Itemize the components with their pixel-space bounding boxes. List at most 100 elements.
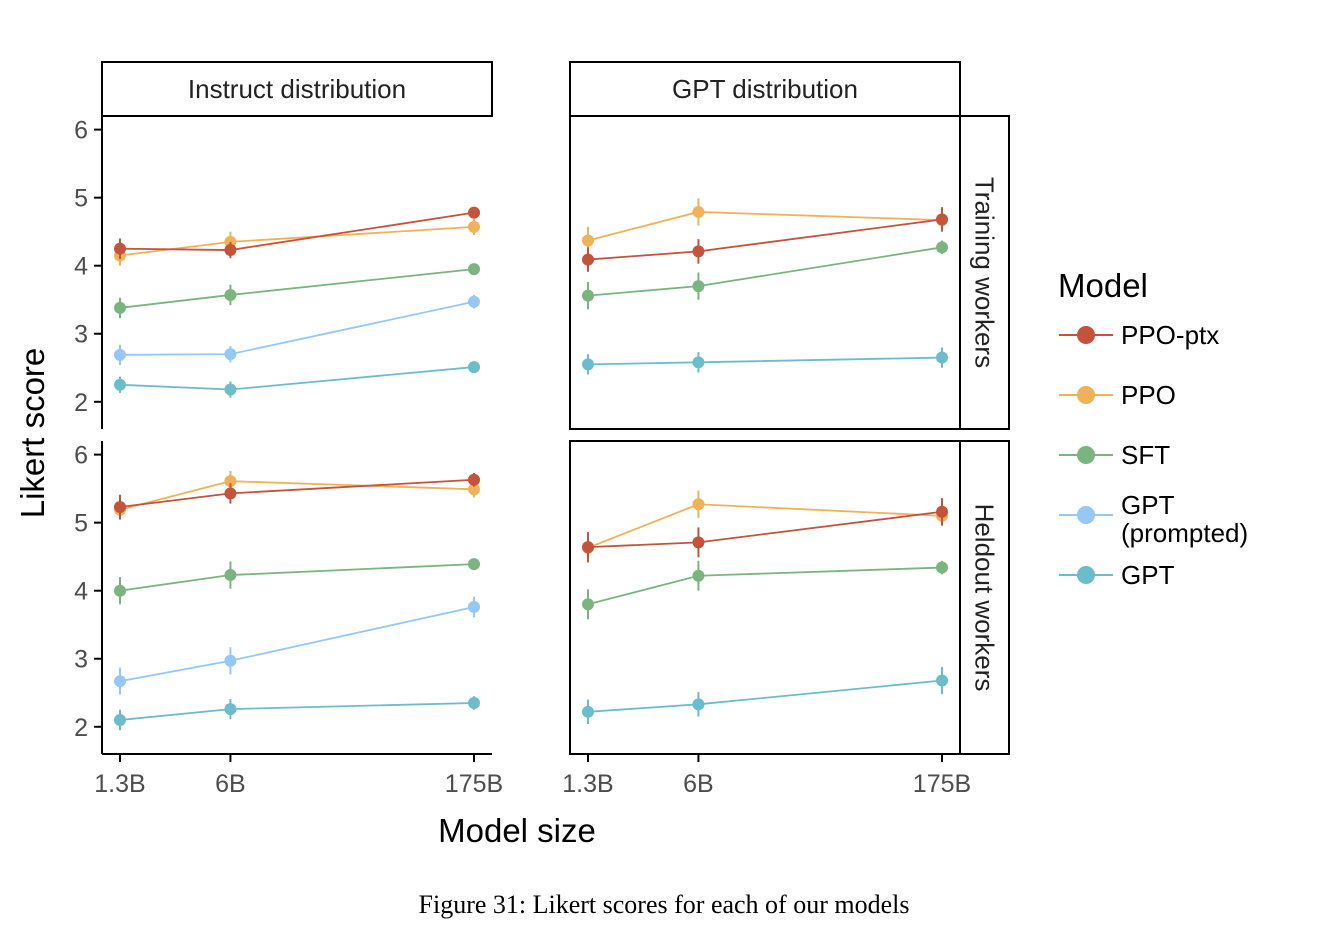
data-point bbox=[224, 348, 237, 361]
legend-entry-gpt: GPT bbox=[1059, 560, 1175, 590]
data-point bbox=[468, 206, 480, 219]
data-point bbox=[692, 498, 705, 511]
series-line bbox=[587, 679, 943, 713]
data-point bbox=[224, 654, 237, 667]
legend-key-dot bbox=[1077, 506, 1095, 524]
facet-strip-label: GPT distribution bbox=[672, 74, 858, 104]
y-tick-label: 2 bbox=[74, 714, 88, 742]
series-line bbox=[587, 510, 943, 549]
data-point bbox=[114, 301, 126, 314]
series-line bbox=[119, 211, 475, 251]
data-point bbox=[224, 487, 237, 500]
facet-strip-instruct-distribution: Instruct distribution bbox=[101, 61, 493, 117]
data-point bbox=[468, 220, 480, 233]
x-tick-label: 6B bbox=[683, 770, 714, 798]
data-point bbox=[114, 242, 126, 255]
series-line bbox=[119, 300, 475, 356]
legend-key-dot bbox=[1077, 566, 1095, 584]
series-line bbox=[119, 606, 475, 683]
data-point bbox=[582, 705, 594, 718]
facet-strips: Instruct distribution GPT distribution Tra… bbox=[101, 61, 1010, 755]
legend-key-dot bbox=[1077, 446, 1095, 464]
series-gpt bbox=[114, 361, 480, 398]
facet-strip-box bbox=[569, 61, 961, 117]
data-point bbox=[224, 703, 237, 716]
x-tick-label: 6B bbox=[215, 770, 246, 798]
x-axis-label: Model size bbox=[438, 812, 596, 849]
panel-frame: 2 3 4 5 6 1.3B 6B 175B bbox=[74, 441, 503, 798]
series-line bbox=[119, 268, 475, 309]
data-point bbox=[692, 698, 705, 711]
series-line bbox=[119, 226, 475, 257]
data-point bbox=[468, 361, 480, 374]
panel-border bbox=[569, 115, 961, 430]
series-gpt bbox=[582, 347, 948, 375]
panel-frame: 2 3 4 5 6 bbox=[74, 116, 103, 429]
series-ppo-ptx bbox=[582, 207, 948, 272]
data-point bbox=[224, 288, 237, 301]
data-point bbox=[692, 205, 705, 218]
series-sft bbox=[114, 263, 480, 319]
series-line bbox=[119, 702, 475, 721]
data-point bbox=[582, 289, 594, 302]
series-sft bbox=[582, 560, 948, 620]
figure-caption: Figure 31: Likert scores for each of our… bbox=[418, 890, 910, 919]
legend-label: SFT bbox=[1121, 440, 1170, 470]
axes-layer: 2 3 4 5 6 2 3 4 5 6 1.3B 6B 175B 1.3B 6B 175B bbox=[74, 115, 971, 798]
data-point bbox=[692, 245, 705, 258]
data-point bbox=[936, 351, 948, 364]
series-line bbox=[587, 356, 943, 366]
x-tick-label: 1.3B bbox=[562, 770, 613, 798]
data-point bbox=[114, 713, 126, 726]
y-tick-label: 4 bbox=[74, 578, 88, 606]
series-line bbox=[587, 566, 943, 606]
series-gpt bbox=[114, 696, 480, 731]
panel-frame bbox=[569, 115, 961, 430]
facet-strip-label: Training workers bbox=[970, 177, 1000, 368]
legend-title: Model bbox=[1058, 267, 1148, 304]
series-gpt bbox=[582, 666, 948, 725]
series-sft bbox=[114, 558, 480, 605]
data-point bbox=[582, 253, 594, 266]
panel-instruct-distribution-training-workers bbox=[114, 206, 480, 398]
series-ppo-ptx bbox=[582, 498, 948, 563]
legend: Model PPO-ptx PPO SFT GPT (prompted) GPT bbox=[1058, 267, 1248, 590]
x-tick-label: 175B bbox=[913, 770, 971, 798]
facet-strip-box bbox=[959, 440, 1010, 755]
legend-key-dot bbox=[1077, 326, 1095, 344]
series-line bbox=[587, 503, 943, 549]
series-ppo-ptx bbox=[114, 472, 480, 520]
marks-layer bbox=[114, 198, 948, 731]
facet-strip-label: Heldout workers bbox=[970, 504, 1000, 692]
data-point bbox=[936, 674, 948, 687]
y-tick-label: 3 bbox=[74, 321, 88, 349]
facet-strip-training-workers: Training workers bbox=[959, 115, 1010, 430]
panel-instruct-distribution-heldout-workers bbox=[114, 470, 480, 731]
y-tick-label: 6 bbox=[74, 442, 88, 470]
data-point bbox=[114, 348, 126, 361]
series-ppo bbox=[114, 218, 480, 266]
data-point bbox=[692, 356, 705, 369]
facet-strip-heldout-workers: Heldout workers bbox=[959, 440, 1010, 755]
data-point bbox=[114, 675, 126, 688]
data-point bbox=[692, 280, 705, 293]
legend-label: PPO-ptx bbox=[1121, 320, 1219, 350]
legend-entry-sft: SFT bbox=[1059, 440, 1170, 470]
facet-strip-gpt-distribution: GPT distribution bbox=[569, 61, 961, 117]
data-point bbox=[692, 569, 705, 582]
series-ppo bbox=[582, 490, 948, 563]
facet-strip-box bbox=[959, 115, 1010, 430]
data-point bbox=[468, 473, 480, 486]
legend-entry-ppo-ptx: PPO-ptx bbox=[1059, 320, 1219, 350]
data-point bbox=[468, 295, 480, 308]
data-point bbox=[468, 483, 480, 496]
y-tick-label: 2 bbox=[74, 389, 88, 417]
data-point bbox=[468, 696, 480, 709]
data-point bbox=[224, 383, 237, 396]
legend-label: PPO bbox=[1121, 380, 1176, 410]
panel-frame: 1.3B 6B 175B bbox=[562, 440, 971, 798]
data-point bbox=[582, 541, 594, 554]
panel-border bbox=[569, 440, 961, 755]
x-tick-label: 175B bbox=[445, 770, 503, 798]
